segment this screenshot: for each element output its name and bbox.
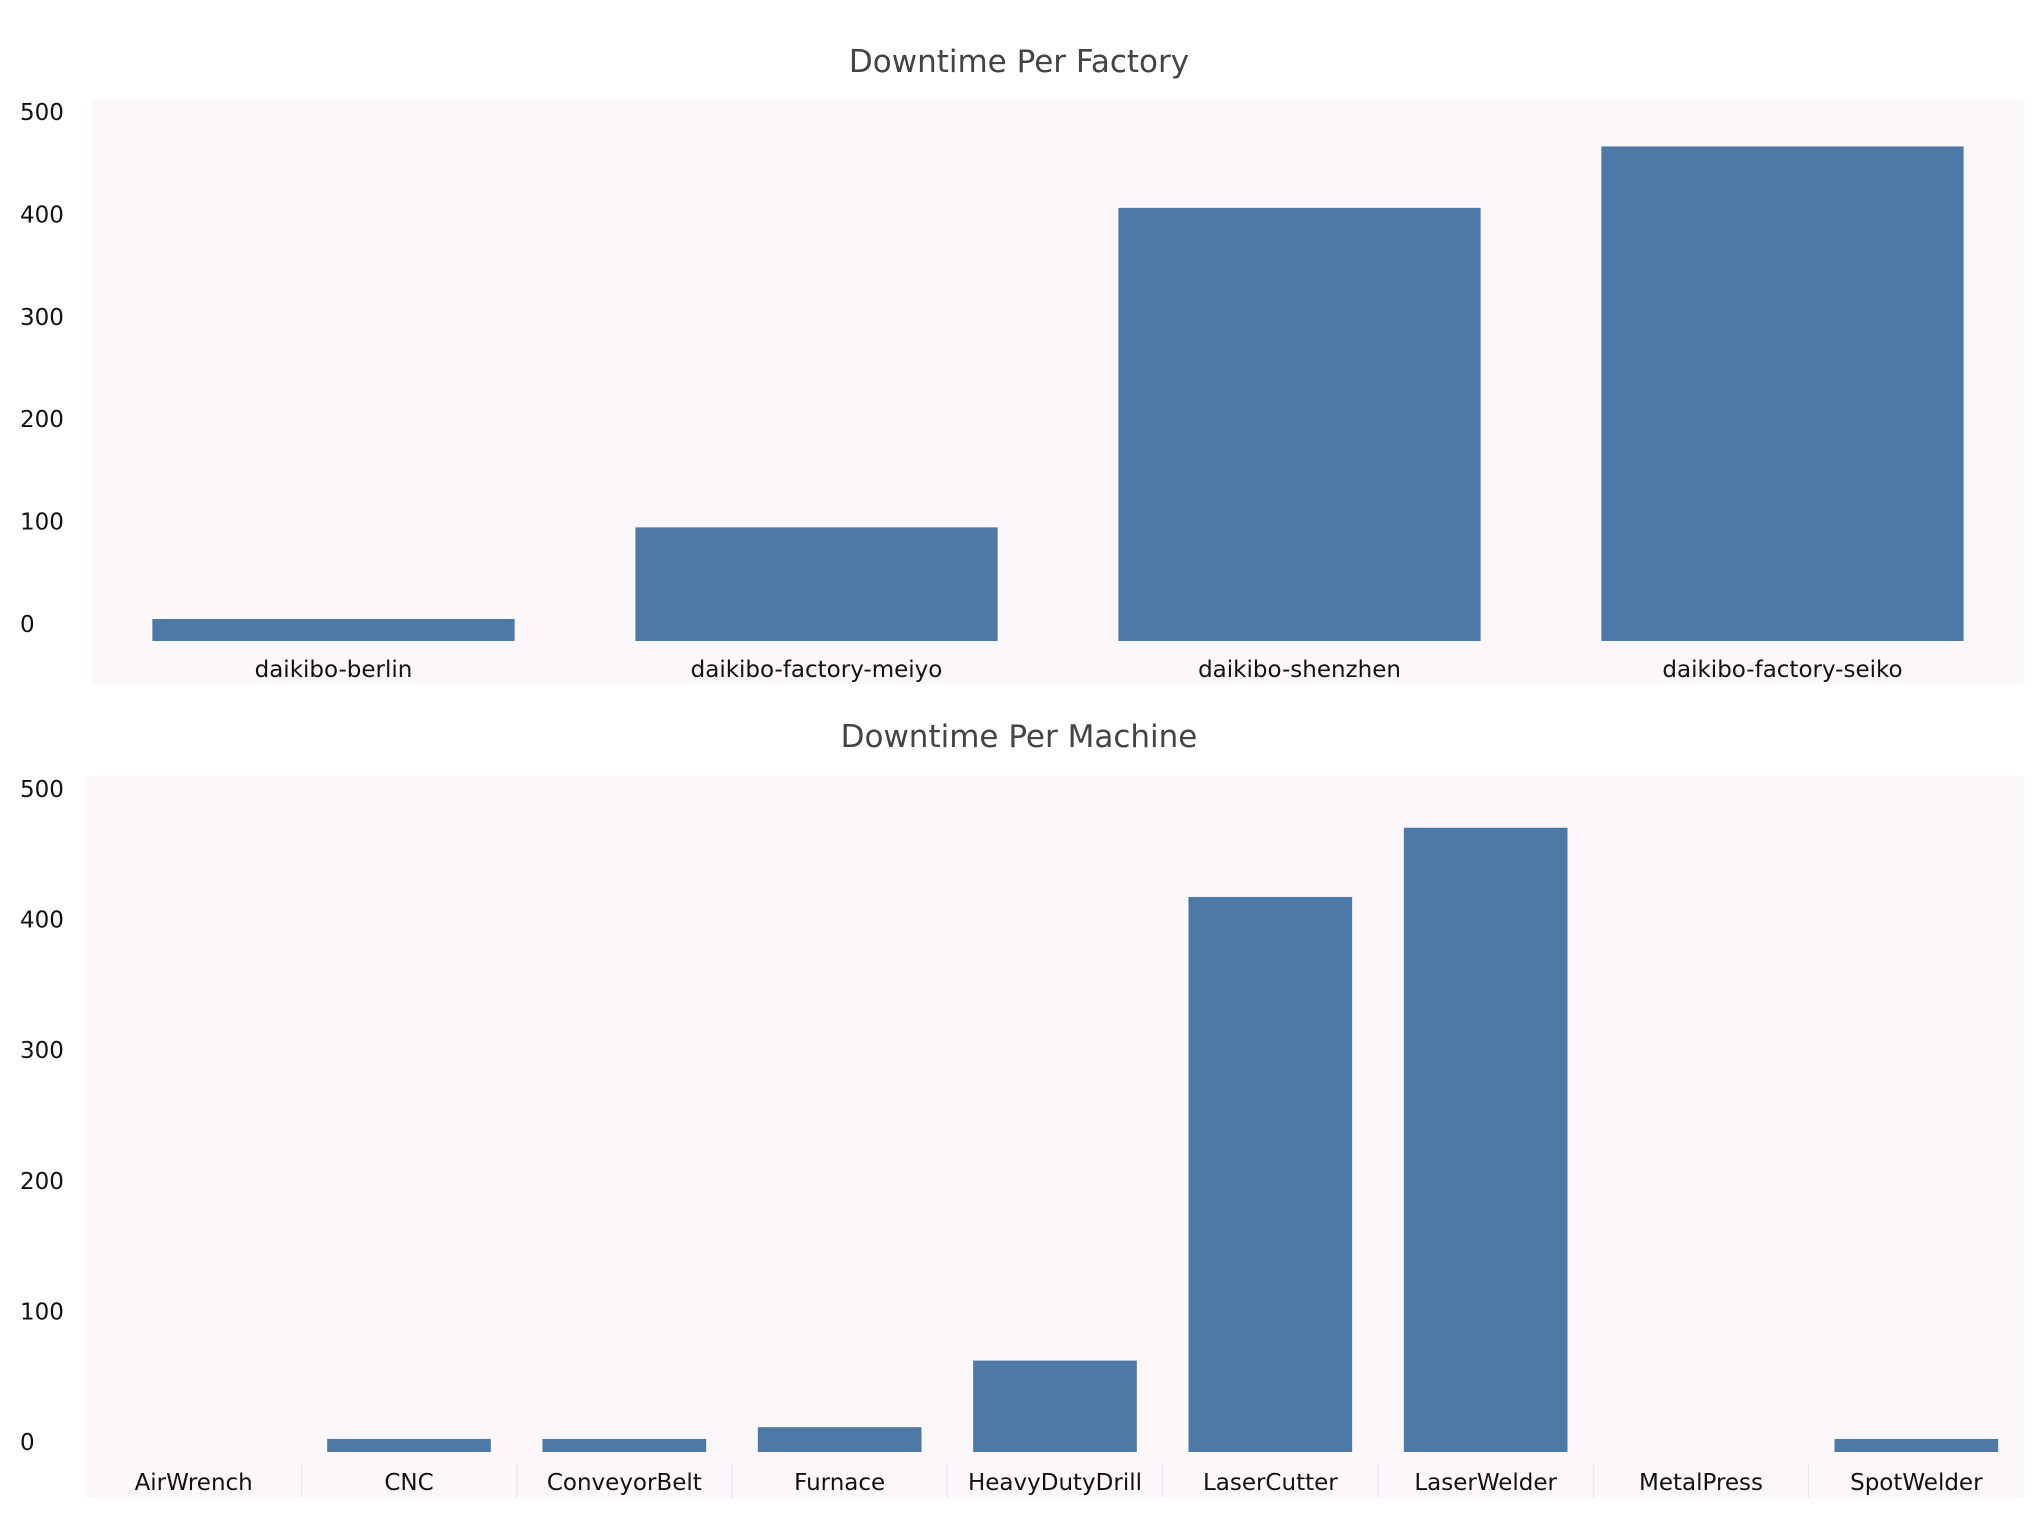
y-tick-label: 300 [20,305,64,331]
x-tick-label: LaserWelder [1414,1470,1557,1496]
bar-daikibo-berlin[interactable] [152,619,515,641]
y-tick-label: 100 [20,510,64,536]
bar-conveyorbelt[interactable] [542,1438,707,1452]
downtime-per-machine-svg: Downtime Per Machine 0 100 200 300 400 500 Air… [20,719,2024,1498]
x-tick-label: Furnace [794,1470,885,1496]
bar-laserwelder[interactable] [1403,827,1568,1452]
x-tick-label: SpotWelder [1850,1470,1983,1496]
y-tick-label: 400 [20,202,64,228]
bar-furnace[interactable] [757,1427,922,1452]
y-tick-label: 100 [20,1299,64,1325]
bar-daikibo-factory-seiko[interactable] [1601,146,1964,641]
downtime-per-factory-svg: Downtime Per Factory 0 100 200 300 400 500 dai… [20,44,2024,684]
bar-cnc[interactable] [327,1438,491,1452]
y-tick-label: 400 [20,908,64,934]
y-tick-label: 500 [20,100,64,126]
x-tick-label: HeavyDutyDrill [968,1470,1142,1496]
bar-daikibo-shenzhen[interactable] [1118,207,1481,641]
y-tick-label: 0 [20,612,35,638]
x-tick-label: daikibo-factory-meiyo [691,657,943,683]
x-tick-label: daikibo-berlin [255,657,413,683]
x-tick-label: ConveyorBelt [547,1470,702,1496]
y-tick-label: 0 [20,1430,35,1456]
bar-spotwelder[interactable] [1834,1438,1999,1452]
x-tick-label: AirWrench [135,1470,253,1496]
downtime-per-factory-chart: Downtime Per Factory 0 100 200 300 400 500 dai… [0,0,2038,700]
downtime-per-machine-chart: Downtime Per Machine 0 100 200 300 400 500 Air… [0,700,2038,1518]
bar-heavydutydrill[interactable] [973,1360,1137,1452]
y-tick-label: 300 [20,1038,64,1064]
y-tick-label: 200 [20,407,64,433]
x-tick-label: MetalPress [1639,1470,1763,1496]
y-tick-label: 500 [20,777,64,803]
x-tick-label: CNC [384,1470,433,1496]
y-tick-label: 200 [20,1169,64,1195]
x-tick-label: LaserCutter [1203,1470,1338,1496]
x-tick-label: daikibo-factory-seiko [1662,657,1902,683]
chart-title: Downtime Per Machine [841,719,1198,755]
x-tick-label: daikibo-shenzhen [1198,657,1401,683]
chart-title: Downtime Per Factory [849,44,1189,80]
bar-daikibo-factory-meiyo[interactable] [635,527,998,641]
bar-lasercutter[interactable] [1188,896,1353,1452]
